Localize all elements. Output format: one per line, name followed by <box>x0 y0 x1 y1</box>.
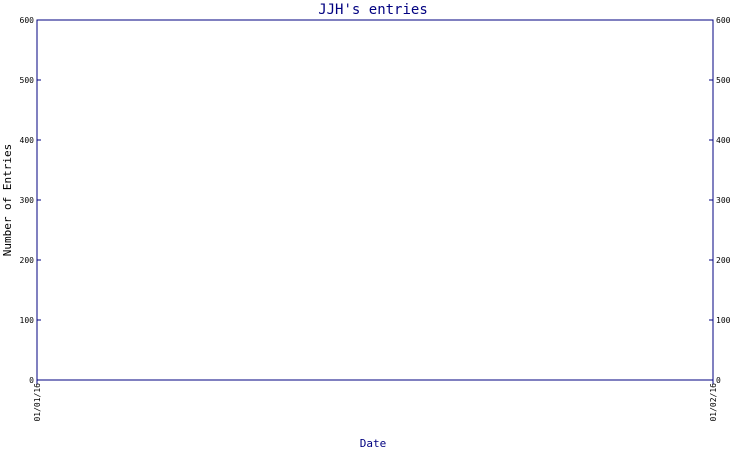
x-tick-label: 01/01/16 <box>33 383 42 422</box>
right-y-tick-label: 600 <box>716 16 731 25</box>
right-y-tick-label: 400 <box>716 136 731 145</box>
x-axis: 01/01/16 01/02/16 <box>33 380 718 422</box>
left-y-tick-label: 600 <box>20 16 35 25</box>
left-y-tick-label: 400 <box>20 136 35 145</box>
right-y-axis: 0 100 200 300 400 500 600 <box>709 16 731 385</box>
right-y-tick-label: 0 <box>716 376 721 385</box>
x-tick-label: 01/02/16 <box>709 383 718 422</box>
y-axis-label: Number of Entries <box>1 144 14 257</box>
chart-title: JJH's entries <box>318 2 428 18</box>
right-y-tick-label: 200 <box>716 256 731 265</box>
left-y-tick-label: 100 <box>20 316 35 325</box>
left-y-tick-label: 300 <box>20 196 35 205</box>
x-axis-label: Date <box>360 437 387 450</box>
right-y-tick-label: 100 <box>716 316 731 325</box>
right-y-tick-label: 500 <box>716 76 731 85</box>
right-y-tick-label: 300 <box>716 196 731 205</box>
left-y-tick-label: 200 <box>20 256 35 265</box>
left-y-tick-label: 500 <box>20 76 35 85</box>
plot-area <box>36 19 714 381</box>
left-y-axis: 0 100 200 300 400 500 600 <box>20 16 41 385</box>
left-y-tick-label: 0 <box>29 376 34 385</box>
